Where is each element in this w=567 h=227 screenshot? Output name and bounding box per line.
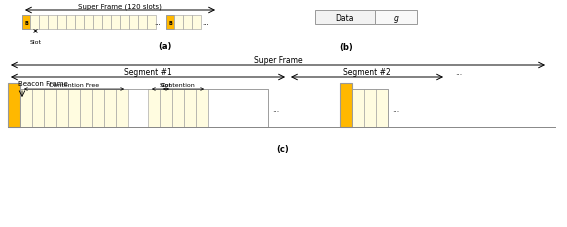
Bar: [147, 16, 156, 30]
Text: Slot: Slot: [160, 83, 172, 88]
Bar: [66, 16, 75, 30]
Text: Data: Data: [336, 13, 354, 22]
Bar: [375, 11, 417, 25]
Bar: [39, 16, 48, 30]
Bar: [166, 16, 174, 30]
Bar: [68, 90, 80, 127]
Bar: [196, 90, 208, 127]
Text: B: B: [168, 20, 172, 25]
Bar: [340, 84, 352, 127]
Bar: [315, 11, 375, 25]
Text: Segment #2: Segment #2: [343, 68, 391, 77]
Bar: [174, 16, 183, 30]
Bar: [32, 90, 44, 127]
Text: Contention: Contention: [160, 83, 196, 88]
Bar: [148, 90, 160, 127]
Text: Super Frame: Super Frame: [253, 56, 302, 65]
Bar: [44, 90, 56, 127]
Bar: [30, 16, 39, 30]
Text: Beacon Frame: Beacon Frame: [18, 81, 67, 87]
Bar: [120, 16, 129, 30]
Bar: [172, 90, 184, 127]
Text: ...: ...: [272, 104, 279, 113]
Text: (b): (b): [339, 43, 353, 52]
Text: ...: ...: [154, 20, 161, 26]
Bar: [8, 84, 20, 127]
Bar: [20, 90, 268, 127]
Text: g: g: [393, 13, 399, 22]
Bar: [56, 90, 68, 127]
Bar: [376, 90, 388, 127]
Bar: [111, 16, 120, 30]
Text: (c): (c): [277, 144, 289, 153]
Bar: [104, 90, 116, 127]
Bar: [183, 16, 192, 30]
Text: (a): (a): [158, 42, 172, 51]
Text: Slot: Slot: [29, 40, 41, 45]
Text: ...: ...: [202, 20, 209, 26]
Bar: [92, 90, 104, 127]
Text: B: B: [24, 20, 28, 25]
Bar: [20, 90, 32, 127]
Text: Contention Free: Contention Free: [49, 83, 99, 88]
Bar: [138, 16, 147, 30]
Text: Super Frame (120 slots): Super Frame (120 slots): [78, 3, 162, 10]
Text: Segment #1: Segment #1: [124, 68, 172, 77]
Bar: [84, 16, 93, 30]
Bar: [208, 90, 268, 127]
Bar: [352, 90, 364, 127]
Bar: [160, 90, 172, 127]
Bar: [48, 16, 57, 30]
Bar: [93, 16, 102, 30]
Bar: [352, 90, 388, 127]
Bar: [57, 16, 66, 30]
Bar: [75, 16, 84, 30]
Bar: [184, 90, 196, 127]
Text: ...: ...: [455, 68, 462, 77]
Bar: [116, 90, 128, 127]
Bar: [102, 16, 111, 30]
Bar: [80, 90, 92, 127]
Bar: [364, 90, 376, 127]
Text: ...: ...: [392, 104, 399, 113]
Bar: [192, 16, 201, 30]
Bar: [22, 16, 30, 30]
Bar: [129, 16, 138, 30]
